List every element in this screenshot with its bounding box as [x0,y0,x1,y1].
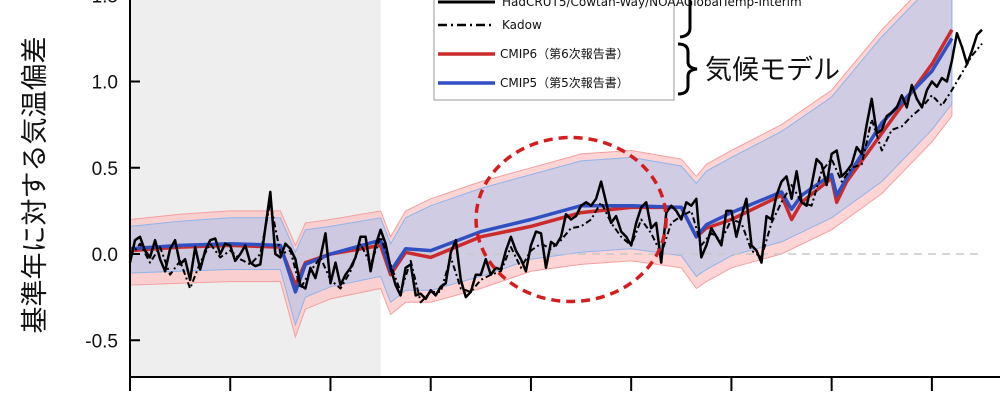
highlight-circle [474,135,668,304]
axes-layer: -0.5 0.0 0.5 1.0 1.5 [85,0,1000,391]
legend-label-cmip5: CMIP5（第5次報告書） [500,76,629,90]
series-layer [128,28,983,304]
legend-label-kadow: Kadow [502,18,542,32]
y-tick-label: 0.0 [92,245,118,266]
model-group-label: 気候モデル [705,55,840,86]
legend-label-observations: HadCRUT5/Cowtan-Way/NOAAGlobalTemp-Inter… [502,0,802,9]
y-axis-label: 基準年に対する気温偏差 [20,37,51,334]
brace-models [677,42,698,96]
y-tick-label: 1.5 [92,0,118,7]
brace-observations [679,0,692,39]
observations-line [128,28,983,301]
cmip5-range-band [129,0,953,327]
baseline-shade [130,0,381,377]
y-tick-label: 0.5 [92,159,118,180]
y-tick-label: 1.0 [92,73,118,94]
legend: HadCRUT5/Cowtan-Way/NOAAGlobalTemp-Inter… [433,0,802,101]
y-tick-label: -0.5 [85,331,118,352]
legend-label-cmip6: CMIP6（第6次報告書） [500,47,629,61]
